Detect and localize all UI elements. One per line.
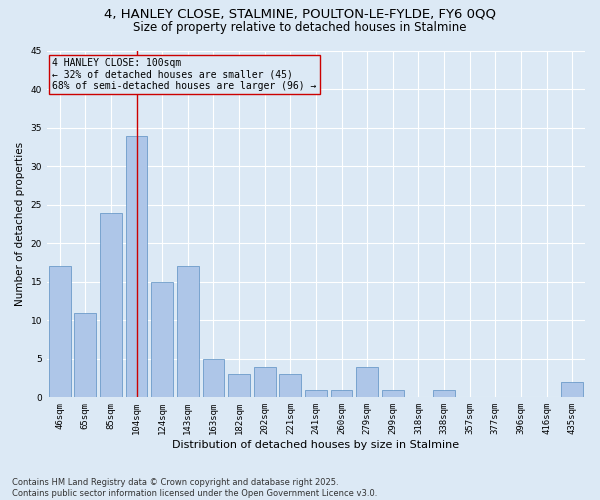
Bar [151, 282, 173, 398]
Text: 4 HANLEY CLOSE: 100sqm
← 32% of detached houses are smaller (45)
68% of semi-det: 4 HANLEY CLOSE: 100sqm ← 32% of detached… [52, 58, 317, 91]
Bar [280, 374, 301, 398]
Bar [305, 390, 327, 398]
Bar [356, 366, 378, 398]
Bar [126, 136, 148, 398]
Bar [100, 212, 122, 398]
Bar [49, 266, 71, 398]
Bar [228, 374, 250, 398]
Bar [203, 359, 224, 398]
Bar [561, 382, 583, 398]
X-axis label: Distribution of detached houses by size in Stalmine: Distribution of detached houses by size … [172, 440, 460, 450]
Bar [382, 390, 404, 398]
Text: 4, HANLEY CLOSE, STALMINE, POULTON-LE-FYLDE, FY6 0QQ: 4, HANLEY CLOSE, STALMINE, POULTON-LE-FY… [104, 8, 496, 20]
Bar [254, 366, 275, 398]
Bar [177, 266, 199, 398]
Bar [433, 390, 455, 398]
Y-axis label: Number of detached properties: Number of detached properties [15, 142, 25, 306]
Text: Contains HM Land Registry data © Crown copyright and database right 2025.
Contai: Contains HM Land Registry data © Crown c… [12, 478, 377, 498]
Bar [331, 390, 352, 398]
Bar [74, 312, 96, 398]
Text: Size of property relative to detached houses in Stalmine: Size of property relative to detached ho… [133, 21, 467, 34]
